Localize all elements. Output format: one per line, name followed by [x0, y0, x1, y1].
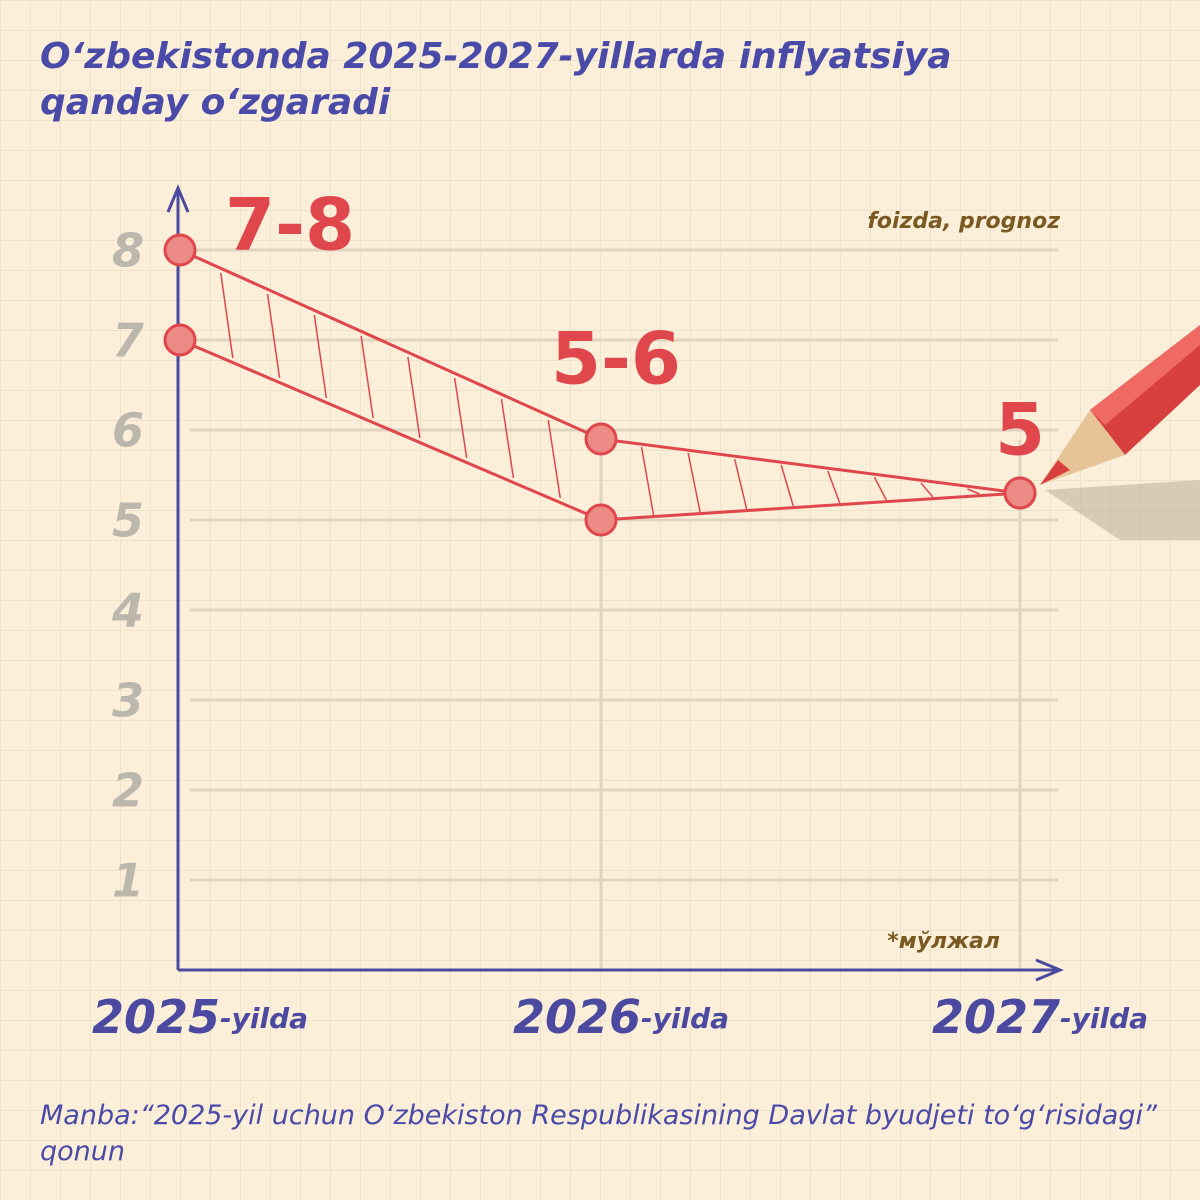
- x-tick-suffix: -yilda: [1060, 1002, 1148, 1035]
- hatch: [873, 476, 887, 501]
- hatch: [640, 446, 655, 516]
- x-tick-year: 2027: [932, 990, 1060, 1044]
- hatch: [266, 293, 281, 379]
- point: [163, 323, 197, 357]
- x-tick-suffix: -yilda: [641, 1002, 729, 1035]
- hatch: [360, 335, 374, 419]
- hatch: [733, 458, 748, 510]
- x-tick-label: 2025-yilda: [92, 990, 308, 1044]
- value-label: 7-8: [225, 183, 355, 267]
- x-tick-year: 2025: [92, 990, 220, 1044]
- hatch: [827, 470, 841, 504]
- y-tick-label: 4: [111, 584, 144, 638]
- x-axis-arrow: [1035, 958, 1064, 982]
- x-tick-suffix: -yilda: [220, 1002, 308, 1035]
- hatch: [407, 356, 421, 439]
- y-tick-label: 8: [112, 224, 144, 278]
- value-label: 5: [995, 388, 1045, 472]
- hatch: [547, 419, 561, 499]
- hatch: [780, 464, 794, 507]
- pencil: [1040, 325, 1200, 540]
- x-tick-label: 2027-yilda: [932, 990, 1148, 1044]
- hatch: [500, 398, 515, 479]
- y-tick-label: 1: [112, 854, 144, 908]
- x-tick-year: 2026: [513, 990, 641, 1044]
- hatch: [313, 314, 328, 399]
- note: *мўлжал: [887, 929, 1000, 954]
- y-tick-label: 6: [112, 404, 144, 458]
- hatch: [687, 452, 701, 513]
- point: [163, 233, 197, 267]
- source: Manba:“2025-yil uchun O‘zbekiston Respub…: [40, 1100, 1157, 1167]
- y-tick-label: 5: [112, 494, 144, 548]
- hatch: [967, 488, 980, 495]
- y-tick-label: 7: [112, 314, 144, 368]
- x-tick-label: 2026-yilda: [513, 990, 729, 1044]
- hatch: [453, 377, 468, 459]
- point: [584, 503, 618, 537]
- y-tick-label: 2: [112, 764, 144, 818]
- unit-note: foizda, prognoz: [867, 209, 1060, 234]
- chart-title: O‘zbekistonda 2025-2027-yillarda inflyat…: [40, 36, 952, 123]
- y-tick-label: 3: [112, 674, 144, 728]
- hatch: [220, 272, 234, 359]
- point: [584, 422, 618, 456]
- point: [1003, 476, 1037, 510]
- value-label: 5-6: [551, 317, 681, 401]
- y-axis-arrow: [166, 184, 190, 213]
- hatch: [920, 482, 934, 498]
